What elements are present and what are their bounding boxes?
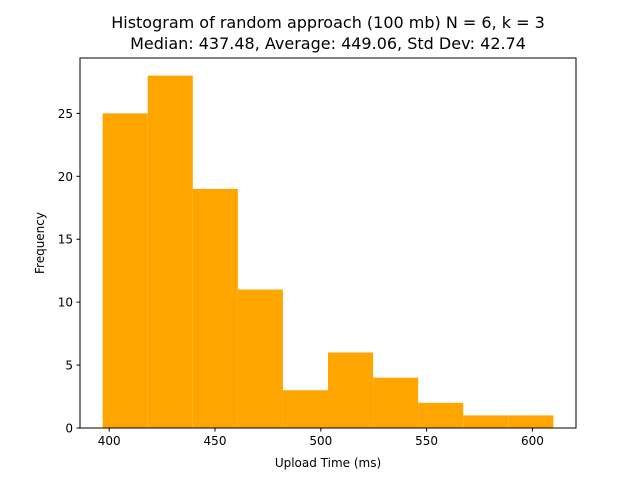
histogram-bar: [418, 402, 464, 428]
y-tick-label: 25: [58, 107, 73, 121]
histogram-bar: [102, 113, 148, 429]
histogram-bar: [282, 390, 328, 428]
y-tick-label: 20: [58, 170, 73, 184]
histogram-bar: [237, 289, 283, 428]
histogram-bar: [463, 415, 509, 428]
histogram-bar: [147, 75, 193, 428]
y-tick-label: 15: [58, 233, 73, 247]
x-tick-label: 550: [415, 434, 438, 448]
y-tick-label: 0: [65, 422, 73, 436]
y-tick-label: 10: [58, 296, 73, 310]
x-tick-label: 400: [98, 434, 121, 448]
x-axis-label: Upload Time (ms): [275, 456, 381, 470]
x-tick-label: 500: [309, 434, 332, 448]
histogram-bar: [328, 352, 374, 428]
plot-frame: [79, 57, 577, 429]
histogram-bar: [508, 415, 554, 428]
histogram-bars: [102, 75, 554, 429]
y-axis-ticks: 0 5 10 15 20 25: [58, 107, 80, 436]
x-tick-label: 450: [204, 434, 227, 448]
histogram-bar: [373, 377, 419, 428]
histogram-bar: [192, 188, 238, 428]
chart-title-line-1: Histogram of random approach (100 mb) N …: [111, 13, 545, 32]
y-axis-label: Frequency: [33, 212, 47, 274]
chart-title-line-2: Median: 437.48, Average: 449.06, Std Dev…: [130, 34, 526, 53]
y-tick-label: 5: [65, 359, 73, 373]
x-axis-ticks: 400 450 500 550 600: [98, 428, 544, 448]
x-tick-label: 600: [521, 434, 544, 448]
